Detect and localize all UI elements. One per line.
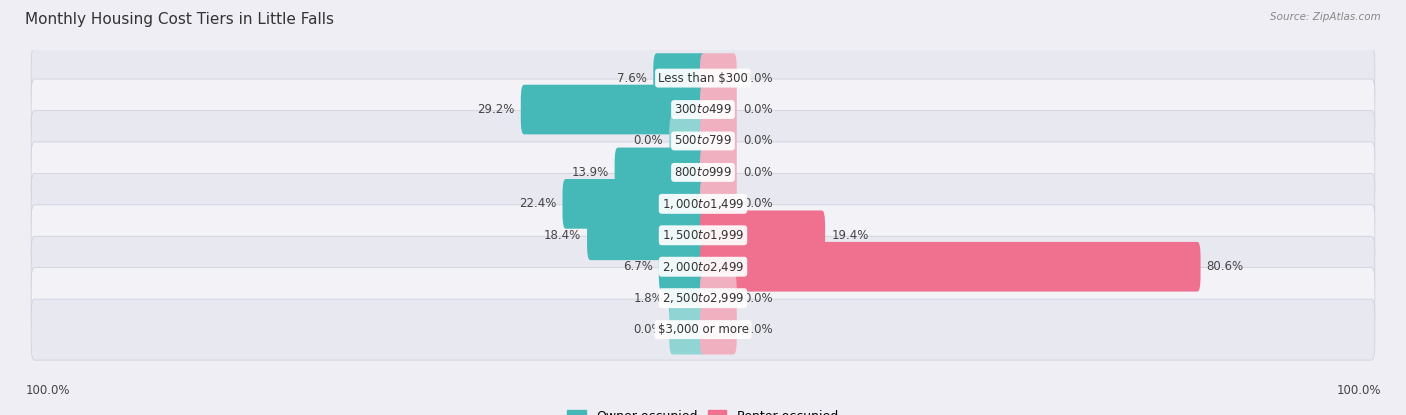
FancyBboxPatch shape	[654, 53, 706, 103]
Text: $2,000 to $2,499: $2,000 to $2,499	[662, 260, 744, 274]
Text: $1,000 to $1,499: $1,000 to $1,499	[662, 197, 744, 211]
Text: 0.0%: 0.0%	[742, 198, 772, 210]
Text: $300 to $499: $300 to $499	[673, 103, 733, 116]
Text: $3,000 or more: $3,000 or more	[658, 323, 748, 336]
FancyBboxPatch shape	[31, 236, 1375, 297]
Text: 0.0%: 0.0%	[742, 103, 772, 116]
Text: 0.0%: 0.0%	[742, 292, 772, 305]
Text: Monthly Housing Cost Tiers in Little Falls: Monthly Housing Cost Tiers in Little Fal…	[25, 12, 335, 27]
Text: 18.4%: 18.4%	[544, 229, 581, 242]
FancyBboxPatch shape	[31, 299, 1375, 360]
Text: 0.0%: 0.0%	[742, 72, 772, 85]
FancyBboxPatch shape	[669, 273, 706, 323]
FancyBboxPatch shape	[700, 273, 737, 323]
FancyBboxPatch shape	[520, 85, 706, 134]
Text: 19.4%: 19.4%	[831, 229, 869, 242]
FancyBboxPatch shape	[31, 173, 1375, 234]
Text: 13.9%: 13.9%	[571, 166, 609, 179]
FancyBboxPatch shape	[700, 305, 737, 354]
FancyBboxPatch shape	[669, 116, 706, 166]
FancyBboxPatch shape	[31, 142, 1375, 203]
Text: $1,500 to $1,999: $1,500 to $1,999	[662, 228, 744, 242]
FancyBboxPatch shape	[31, 268, 1375, 329]
FancyBboxPatch shape	[700, 179, 737, 229]
Text: 0.0%: 0.0%	[742, 134, 772, 147]
FancyBboxPatch shape	[588, 210, 706, 260]
Text: $500 to $799: $500 to $799	[673, 134, 733, 147]
Text: 0.0%: 0.0%	[742, 323, 772, 336]
Text: 0.0%: 0.0%	[634, 323, 664, 336]
FancyBboxPatch shape	[669, 305, 706, 354]
Text: $800 to $999: $800 to $999	[673, 166, 733, 179]
FancyBboxPatch shape	[614, 148, 706, 197]
Text: $2,500 to $2,999: $2,500 to $2,999	[662, 291, 744, 305]
FancyBboxPatch shape	[700, 148, 737, 197]
Text: 0.0%: 0.0%	[742, 166, 772, 179]
FancyBboxPatch shape	[31, 48, 1375, 109]
Text: 0.0%: 0.0%	[634, 134, 664, 147]
FancyBboxPatch shape	[562, 179, 706, 229]
Text: Less than $300: Less than $300	[658, 72, 748, 85]
Text: 22.4%: 22.4%	[519, 198, 557, 210]
FancyBboxPatch shape	[700, 210, 825, 260]
Text: 100.0%: 100.0%	[1336, 383, 1381, 397]
Text: 1.8%: 1.8%	[633, 292, 664, 305]
FancyBboxPatch shape	[700, 53, 737, 103]
FancyBboxPatch shape	[31, 79, 1375, 140]
FancyBboxPatch shape	[700, 85, 737, 134]
Legend: Owner-occupied, Renter-occupied: Owner-occupied, Renter-occupied	[568, 410, 838, 415]
Text: 29.2%: 29.2%	[477, 103, 515, 116]
FancyBboxPatch shape	[700, 242, 1201, 292]
FancyBboxPatch shape	[700, 116, 737, 166]
FancyBboxPatch shape	[31, 205, 1375, 266]
FancyBboxPatch shape	[659, 242, 706, 292]
Text: 100.0%: 100.0%	[25, 383, 70, 397]
FancyBboxPatch shape	[31, 110, 1375, 171]
Text: 80.6%: 80.6%	[1206, 260, 1244, 273]
Text: Source: ZipAtlas.com: Source: ZipAtlas.com	[1270, 12, 1381, 22]
Text: 7.6%: 7.6%	[617, 72, 647, 85]
Text: 6.7%: 6.7%	[623, 260, 652, 273]
